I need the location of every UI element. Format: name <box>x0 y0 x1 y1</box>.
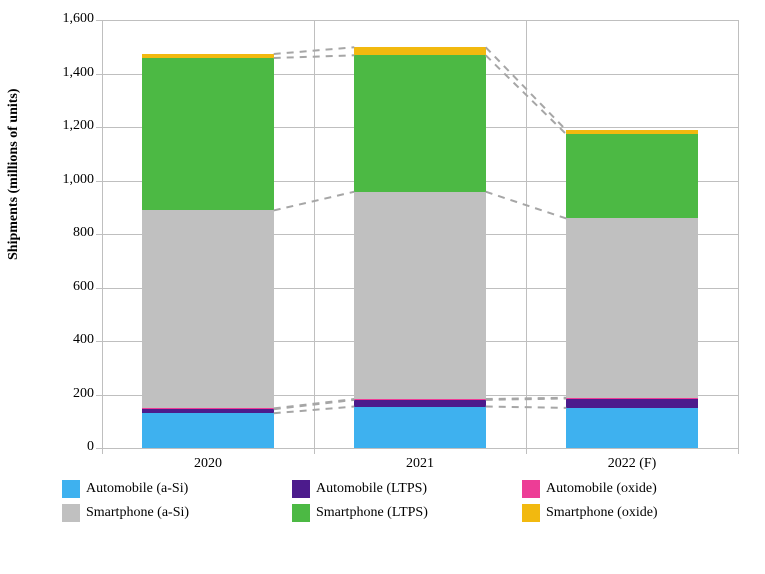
seg-phone_oxide <box>354 47 485 55</box>
seg-phone_ltps <box>566 134 697 218</box>
y-tick-label: 1,200 <box>44 118 94 134</box>
seg-phone_ltps <box>354 55 485 191</box>
y-tick-label: 400 <box>44 332 94 348</box>
legend-swatch <box>292 480 310 498</box>
y-tick-label: 600 <box>44 279 94 295</box>
seg-auto_ltps <box>354 400 485 407</box>
seg-auto_oxide <box>142 408 273 409</box>
bar-2020 <box>142 20 273 448</box>
bar-2021 <box>354 20 485 448</box>
seg-phone_oxide <box>566 130 697 134</box>
legend-label: Smartphone (LTPS) <box>316 505 428 521</box>
x-tick-label: 2022 (F) <box>608 456 657 472</box>
legend-label: Automobile (LTPS) <box>316 481 427 497</box>
legend-label: Automobile (oxide) <box>546 481 657 497</box>
legend-swatch <box>62 504 80 522</box>
seg-auto_oxide <box>566 398 697 399</box>
x-tick-label: 2020 <box>194 456 222 472</box>
bar-2022(f) <box>566 20 697 448</box>
legend-label: Smartphone (a-Si) <box>86 505 189 521</box>
legend-swatch <box>522 480 540 498</box>
chart-container: Shipments (millions of units) 0 200 400 600… <box>0 0 765 574</box>
seg-auto_asi <box>354 407 485 448</box>
seg-auto_oxide <box>354 399 485 400</box>
y-tick-label: 0 <box>44 439 94 455</box>
legend-label: Smartphone (oxide) <box>546 505 658 521</box>
y-tick-label: 1,000 <box>44 172 94 188</box>
seg-phone_asi <box>566 218 697 397</box>
seg-auto_ltps <box>142 409 273 413</box>
y-axis-label: Shipments (millions of units) <box>6 88 22 260</box>
seg-auto_ltps <box>566 399 697 408</box>
y-tick-label: 1,600 <box>44 11 94 27</box>
seg-phone_asi <box>142 210 273 408</box>
y-tick-label: 1,400 <box>44 65 94 81</box>
y-tick-label: 200 <box>44 386 94 402</box>
legend-item-auto-asi: Automobile (a-Si) <box>62 480 262 498</box>
legend-label: Automobile (a-Si) <box>86 481 188 497</box>
legend-item-phone-oxide: Smartphone (oxide) <box>522 504 722 522</box>
legend-item-phone-asi: Smartphone (a-Si) <box>62 504 262 522</box>
legend-swatch <box>522 504 540 522</box>
seg-phone_asi <box>354 192 485 399</box>
legend-item-phone-ltps: Smartphone (LTPS) <box>292 504 492 522</box>
legend-swatch <box>62 480 80 498</box>
seg-auto_asi <box>142 413 273 448</box>
seg-phone_oxide <box>142 54 273 58</box>
legend-swatch <box>292 504 310 522</box>
legend-item-auto-oxide: Automobile (oxide) <box>522 480 722 498</box>
seg-phone_ltps <box>142 58 273 210</box>
plot-area <box>102 20 738 448</box>
legend: Automobile (a-Si) Automobile (LTPS) Auto… <box>62 480 752 528</box>
legend-item-auto-ltps: Automobile (LTPS) <box>292 480 492 498</box>
y-tick-label: 800 <box>44 225 94 241</box>
seg-auto_asi <box>566 408 697 448</box>
x-tick-label: 2021 <box>406 456 434 472</box>
